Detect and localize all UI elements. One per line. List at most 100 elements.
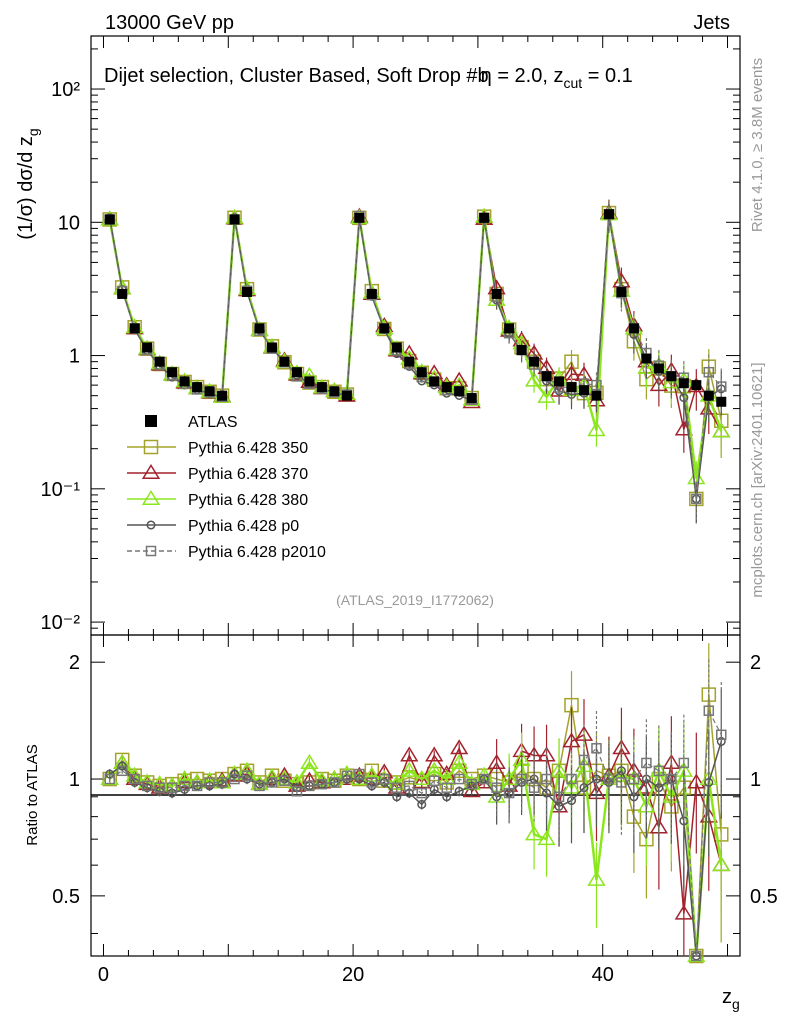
ratio-point [229,773,240,785]
data-point [712,422,731,438]
ratio-point [450,739,469,755]
legend: ATLAS Pythia 6.428 350 Pythia 6.428 370 Pyt… [127,414,326,561]
ratio-point [578,754,590,766]
ratio-point [454,786,464,796]
data-point [703,366,715,378]
atlas-point [603,209,614,220]
atlas-point [117,288,128,299]
ratio-point [166,782,178,793]
ratio-point [716,729,727,741]
legend-label: ATLAS [188,414,238,431]
atlas-point [354,212,365,223]
atlas-point [678,378,689,389]
atlas-point [641,353,652,364]
y-tick-label: 10² [51,79,80,101]
legend-marker [141,463,161,480]
ratio-point [141,780,153,792]
y-tick-label: 1 [69,346,80,368]
ratio-point [412,769,431,786]
legend-item: Pythia 6.428 p0 [127,518,299,535]
legend-marker [145,415,157,427]
ratio-series-group [100,643,731,964]
atlas-point [691,380,702,391]
atlas-point [204,386,215,397]
atlas-point [716,396,727,407]
main-series-group [100,199,731,524]
atlas-point [616,286,627,297]
atlas-point [703,390,714,401]
ratio-point [453,773,465,785]
atlas-point [229,214,240,225]
plot-title: Dijet selection, Cluster Based, Soft Dro… [104,65,633,91]
atlas-point [591,390,602,401]
ratio-point [441,782,452,793]
ratio-pythia-6-428-p0 [105,688,726,961]
data-point [591,379,602,391]
atlas-point [404,356,415,367]
series-atlas [104,209,727,407]
ratio-point [653,765,665,777]
ratio-point [628,773,640,785]
ratio-point [591,743,602,754]
y-axis-label-sub: g [25,128,41,136]
atlas-point [566,382,577,393]
ratio-point [478,773,490,785]
ratio-point [541,773,552,785]
ratio-point [266,777,278,788]
ratio-tick-label: 0.5 [52,886,80,908]
atlas-point [304,376,315,387]
legend-item: Pythia 6.428 p2010 [127,544,326,561]
ratio-point [450,753,469,769]
atlas-point [104,214,115,225]
ratio-line [109,741,722,957]
ratio-point [254,780,265,792]
atlas-point [242,286,253,297]
ratio-point [553,791,565,803]
ratio-point [104,773,115,785]
atlas-point [316,382,327,393]
series-line [108,214,723,479]
rivet-label: Rivet 4.1.0, ≥ 3.8M events [749,58,766,232]
ratio-point [516,773,527,785]
ratio-point [691,950,702,962]
mcplots-label: mcplots.cern.ch [arXiv:2401.10621] [749,362,766,597]
legend-label: Pythia 6.428 380 [188,492,308,509]
series-pythia-6-428-380 [100,200,731,503]
atlas-point [167,367,178,378]
ratio-point [366,777,378,788]
atlas-point [366,288,377,299]
ratio-point [304,780,315,792]
ratio-point [666,773,677,785]
title-cut-sub: cut [563,75,582,91]
x-axis-label-sub: g [732,996,740,1012]
ratio-line [109,694,723,957]
ratio-y-axis-label: Ratio to ATLAS [24,744,41,845]
atlas-point [653,363,664,374]
ratio-point [412,773,431,789]
ratio-point [291,786,303,797]
header-right: Jets [693,12,730,34]
legend-marker [141,489,161,506]
ratio-point [175,769,194,786]
atlas-point [666,371,677,382]
atlas-point [628,323,639,334]
ratio-point [704,777,714,787]
ratio-tick-label-right: 2 [750,652,761,674]
ratio-point [641,757,652,769]
y-axis-label: (1/σ) dσ/d zg [15,128,41,239]
atlas-point [416,367,427,378]
atlas-point [578,385,589,396]
ratio-point [354,768,365,780]
y-tick-label: 10 [58,212,80,234]
legend-item: Pythia 6.428 350 [127,439,308,457]
reference-label: (ATLAS_2019_I1772062) [336,592,494,608]
ratio-tick-label-right: 1 [750,769,761,791]
atlas-point [279,356,290,367]
ratio-point [300,753,319,769]
ratio-point [566,773,577,785]
ratio-point [687,773,706,789]
data-point [716,381,727,392]
atlas-point [479,212,490,223]
ratio-point [154,782,165,793]
